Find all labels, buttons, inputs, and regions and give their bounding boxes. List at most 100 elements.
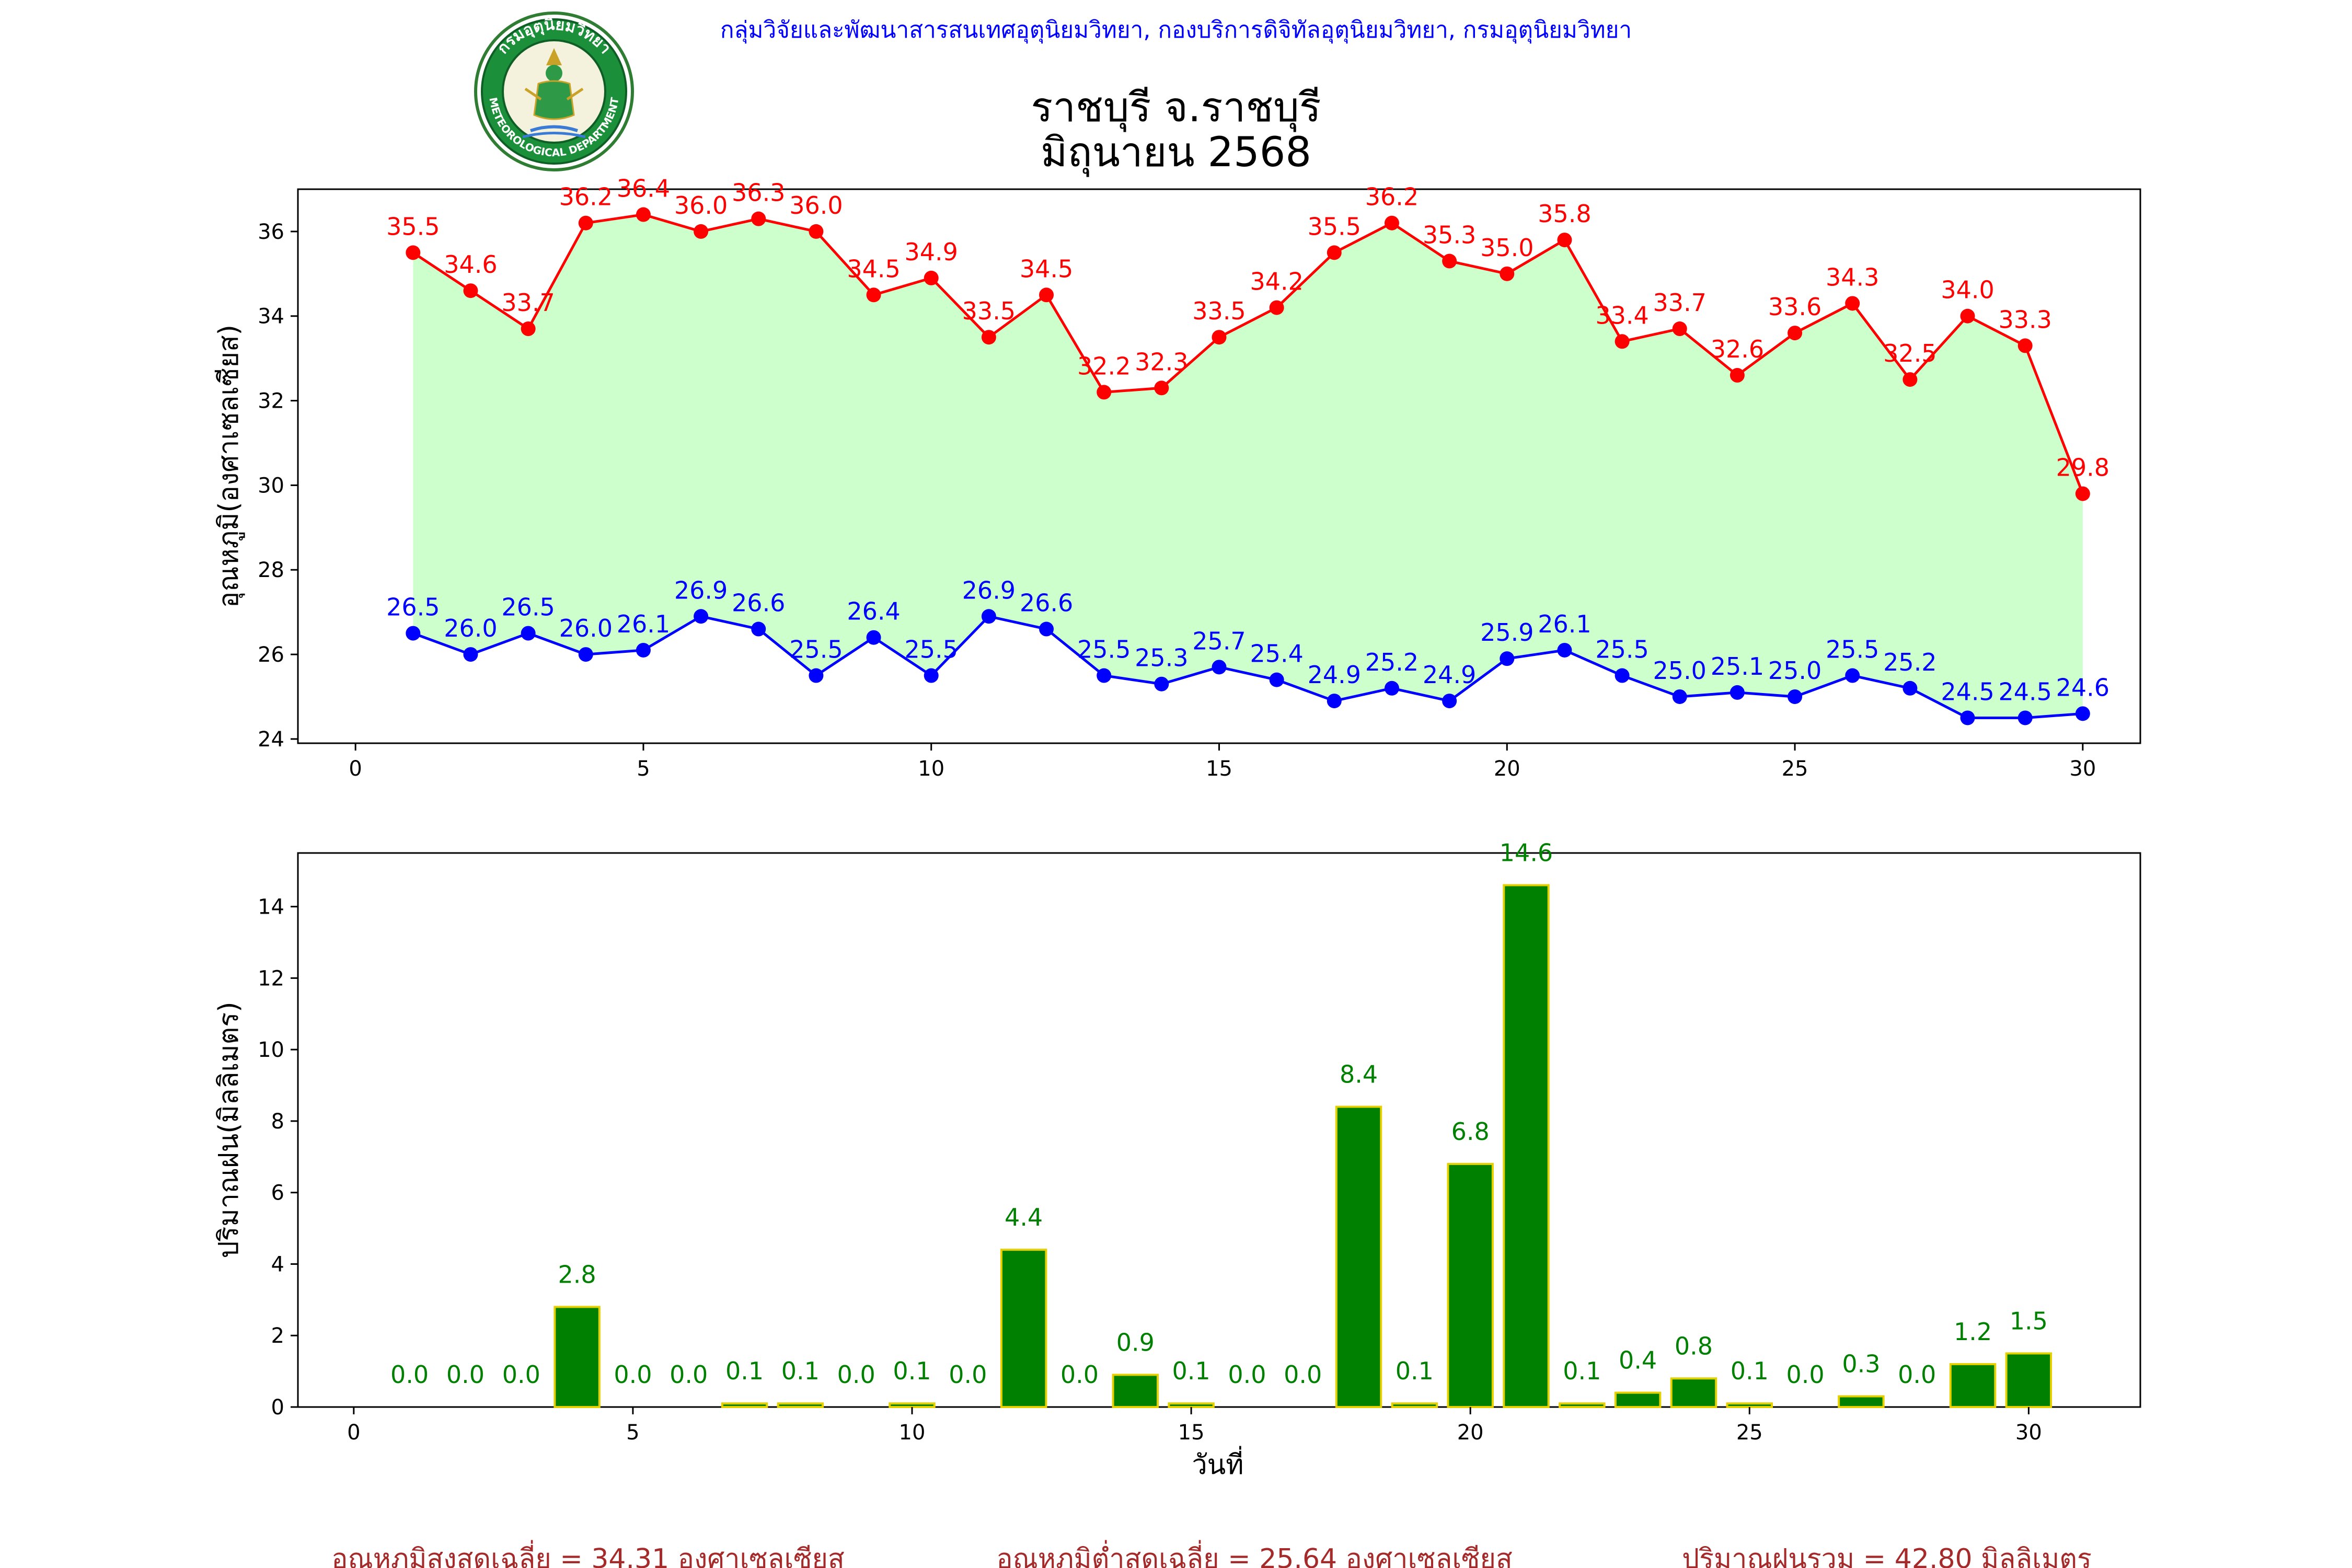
min-temperature-data-label: 24.9 (1308, 661, 1361, 689)
min-temperature-point (2075, 706, 2090, 721)
rainfall-data-label: 0.1 (781, 1357, 820, 1385)
rainfall-y-tick-label: 10 (258, 1038, 284, 1062)
min-temperature-data-label: 24.6 (2056, 673, 2109, 701)
temperature-y-tick-label: 24 (258, 728, 284, 752)
rainfall-bar (1112, 1374, 1159, 1409)
rainfall-data-label: 0.1 (1396, 1357, 1434, 1385)
rainfall-data-label: 0.1 (1172, 1357, 1210, 1385)
summary-avg-max: อุณหภูมิสูงสุดเฉลี่ย = 34.31 องศาเซลเซีย… (331, 1540, 845, 1568)
min-temperature-point (1788, 689, 1803, 704)
max-temperature-point (1154, 381, 1169, 396)
rainfall-data-label: 6.8 (1451, 1117, 1490, 1146)
min-temperature-data-label: 25.9 (1480, 618, 1534, 647)
max-temperature-point (521, 321, 536, 337)
rainfall-bar (1447, 1162, 1494, 1409)
rainfall-bar (1949, 1363, 1997, 1409)
min-temperature-data-label: 26.0 (559, 614, 613, 642)
min-temperature-point (1269, 672, 1284, 687)
rainfall-y-tick-label: 8 (271, 1110, 284, 1134)
rainfall-x-axis-label: วันที่ (1192, 1446, 1243, 1481)
rainfall-x-tick-label: 30 (2015, 1421, 2042, 1445)
temperature-y-tick-label: 26 (258, 643, 284, 667)
rainfall-data-label: 0.8 (1675, 1332, 1713, 1360)
rainfall-data-label: 1.5 (2010, 1307, 2048, 1335)
rainfall-data-label: 0.0 (1786, 1361, 1825, 1389)
min-temperature-data-label: 25.3 (1135, 644, 1188, 672)
max-temperature-point (1097, 385, 1112, 400)
min-temperature-point (463, 647, 478, 662)
rainfall-y-tick-label: 4 (271, 1252, 284, 1276)
rainfall-bar (1335, 1105, 1382, 1408)
temperature-y-tick-label: 30 (258, 474, 284, 498)
rainfall-y-tick-label: 2 (271, 1324, 284, 1348)
rainfall-data-label: 0.1 (1563, 1357, 1601, 1385)
min-temperature-point (1039, 621, 1054, 637)
max-temperature-data-label: 34.5 (1020, 255, 1073, 283)
rainfall-data-label: 0.0 (1898, 1361, 1936, 1389)
min-temperature-line (412, 615, 2083, 719)
min-temperature-point (521, 626, 536, 641)
max-temperature-line (412, 213, 2084, 494)
min-temperature-data-label: 26.6 (1020, 589, 1073, 617)
max-temperature-data-label: 34.5 (847, 255, 900, 283)
rainfall-data-label: 0.0 (837, 1361, 875, 1389)
min-temperature-data-label: 25.2 (1883, 648, 1936, 676)
rainfall-data-label: 2.8 (558, 1261, 596, 1289)
max-temperature-point (2017, 338, 2033, 353)
max-temperature-point (981, 330, 996, 345)
rainfall-data-label: 0.0 (949, 1361, 987, 1389)
max-temperature-data-label: 32.6 (1711, 335, 1764, 363)
rainfall-y-tick-label: 12 (258, 966, 284, 990)
max-temperature-data-label: 34.0 (1941, 276, 1994, 304)
rainfall-data-label: 0.9 (1116, 1328, 1155, 1356)
rainfall-y-tick-label: 0 (271, 1396, 284, 1420)
max-temperature-point (809, 224, 824, 239)
max-temperature-point (694, 224, 709, 239)
min-temperature-point (694, 609, 709, 624)
max-temperature-data-label: 36.2 (559, 183, 613, 211)
min-temperature-data-label: 25.1 (1711, 652, 1764, 681)
min-temperature-point (1327, 694, 1342, 709)
rainfall-bar (1614, 1391, 1662, 1409)
min-temperature-point (1097, 668, 1112, 683)
min-temperature-point (1960, 710, 1975, 725)
max-temperature-data-label: 35.0 (1480, 234, 1534, 262)
min-temperature-data-label: 24.9 (1423, 661, 1476, 689)
temperature-y-axis-label: อุณหภูมิ(องศาเซลเซียส) (213, 325, 245, 608)
min-temperature-point (1500, 651, 1515, 666)
rainfall-x-tick-label: 5 (626, 1421, 639, 1445)
rainfall-data-label: 0.1 (893, 1357, 931, 1385)
temperature-x-tick-label: 25 (1782, 757, 1808, 781)
max-temperature-point (2075, 486, 2090, 501)
summary-total-rain: ปริมาณฝนรวม = 42.80 มิลลิเมตร (1682, 1543, 2092, 1568)
rainfall-bar (1670, 1377, 1717, 1408)
rainfall-bar (777, 1402, 824, 1409)
min-temperature-data-label: 25.5 (1826, 636, 1879, 664)
max-temperature-data-label: 32.3 (1135, 348, 1188, 376)
temperature-x-tick-label: 0 (349, 757, 362, 781)
max-temperature-point (578, 215, 593, 230)
min-temperature-point (406, 626, 421, 641)
min-temperature-point (1557, 642, 1572, 658)
max-temperature-data-label: 33.6 (1768, 293, 1821, 321)
rainfall-bar (1168, 1402, 1215, 1409)
rainfall-bar (1391, 1402, 1438, 1409)
temperature-x-tick-label: 10 (918, 757, 944, 781)
min-temperature-data-label: 25.0 (1653, 656, 1707, 685)
temperature-y-tick-label: 36 (258, 220, 284, 244)
rainfall-bar (1559, 1402, 1606, 1409)
rainfall-data-label: 1.2 (1954, 1318, 1992, 1346)
rainfall-data-label: 0.4 (1619, 1346, 1657, 1375)
rainfall-x-tick-label: 10 (899, 1421, 926, 1445)
max-temperature-data-label: 36.2 (1365, 183, 1419, 211)
max-temperature-data-label: 34.6 (444, 250, 497, 279)
max-temperature-data-label: 35.3 (1423, 221, 1476, 249)
max-temperature-data-label: 35.5 (386, 212, 440, 240)
max-temperature-data-label: 33.5 (962, 297, 1016, 325)
max-temperature-point (1269, 300, 1284, 315)
rainfall-data-label: 8.4 (1340, 1060, 1378, 1089)
min-temperature-point (809, 668, 824, 683)
max-temperature-point (1500, 266, 1515, 281)
